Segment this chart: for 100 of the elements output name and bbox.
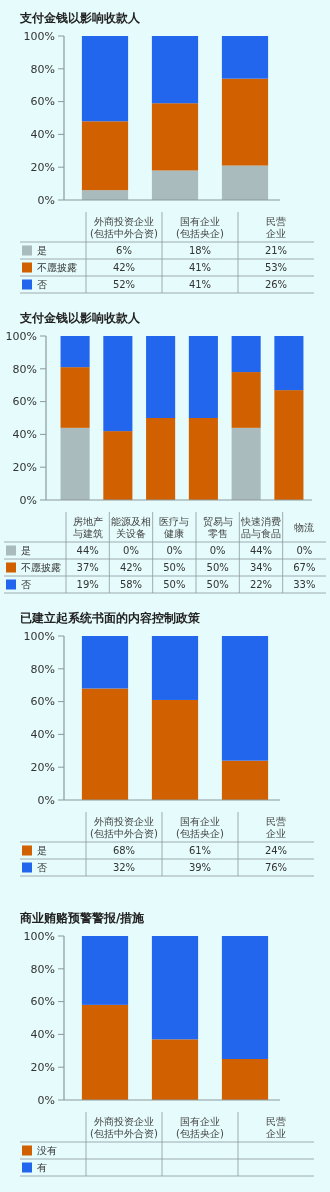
bar (231, 336, 261, 373)
data-label: 34% (249, 562, 273, 573)
bar (188, 418, 218, 500)
bar (221, 36, 269, 79)
bar (221, 760, 269, 800)
bar (151, 636, 199, 700)
data-label: 6% (116, 245, 132, 256)
legend-label: 否 (21, 579, 31, 590)
bar (60, 427, 90, 500)
bar (81, 121, 129, 191)
y-tick-label: 60% (30, 995, 55, 1009)
y-tick-label: 80% (12, 362, 37, 376)
legend-label: 没有 (37, 1145, 57, 1156)
y-tick-label: 100% (23, 29, 55, 43)
bar (146, 418, 176, 500)
data-label: 58% (119, 579, 143, 590)
bar (188, 336, 218, 418)
legend-label: 是 (21, 545, 31, 556)
data-label: 41% (188, 262, 212, 273)
data-label: 50% (206, 579, 229, 590)
bar (221, 78, 269, 166)
bar (60, 367, 90, 428)
bar (151, 1039, 199, 1100)
bar (151, 936, 199, 1040)
data-label: 0% (123, 545, 139, 556)
bar (81, 190, 129, 200)
x-tick-label: 国有企业 (包括央企) (176, 216, 224, 239)
x-tick-label: 民营企业 (266, 216, 286, 239)
bar (274, 336, 304, 391)
y-tick-label: 60% (12, 395, 37, 409)
y-tick-label: 20% (30, 161, 55, 175)
y-tick-label: 80% (30, 62, 55, 76)
y-tick-label: 40% (30, 1028, 55, 1042)
y-tick-label: 100% (23, 929, 55, 943)
bar (221, 936, 269, 1059)
data-label: 24% (264, 845, 288, 856)
legend-label: 否 (37, 279, 47, 290)
bar (151, 699, 199, 800)
x-tick-label: 医疗与健康 (159, 516, 190, 539)
x-tick-label: 外商投资企业 (包括中外合资) (90, 1116, 158, 1139)
data-label: 42% (119, 562, 143, 573)
y-tick-label: 0% (37, 1093, 55, 1107)
legend-label: 不愿披露 (37, 262, 77, 273)
bar (221, 1059, 269, 1100)
data-label: 42% (112, 262, 136, 273)
data-label: 33% (293, 579, 316, 590)
x-tick-label: 物流 (294, 522, 315, 533)
bar (221, 165, 269, 200)
data-label: 22% (249, 579, 273, 590)
chart-title: 支付金钱以影响收款人 (19, 11, 141, 25)
y-tick-label: 20% (30, 1061, 55, 1075)
y-tick-label: 100% (23, 629, 55, 643)
bar (81, 36, 129, 122)
y-tick-label: 80% (30, 662, 55, 676)
data-label: 0% (296, 545, 313, 556)
y-tick-label: 60% (30, 95, 55, 109)
data-label: 18% (188, 245, 212, 256)
x-tick-label: 快速消费品与食品 (240, 516, 281, 539)
data-label: 39% (188, 862, 212, 873)
legend-label: 否 (37, 862, 47, 873)
x-tick-label: 国有企业 (包括央企) (176, 816, 224, 839)
data-label: 52% (112, 279, 136, 290)
bar (103, 336, 133, 432)
x-tick-label: 国有企业 (包括央企) (176, 1116, 224, 1139)
data-label: 19% (76, 579, 99, 590)
data-label: 26% (264, 279, 288, 290)
x-tick-label: 房地产与建筑 (72, 516, 103, 539)
x-tick-label: 外商投资企业 (包括中外合资) (90, 216, 158, 239)
data-label: 41% (188, 279, 212, 290)
y-tick-label: 0% (19, 493, 37, 507)
y-tick-label: 20% (12, 461, 37, 475)
bar (81, 636, 129, 689)
legend-label: 是 (37, 845, 47, 856)
bar (146, 336, 176, 418)
data-label: 0% (209, 545, 226, 556)
legend-label: 不愿披露 (21, 562, 61, 573)
bar (81, 688, 129, 800)
x-tick-label: 外商投资企业 (包括中外合资) (90, 816, 158, 839)
y-tick-label: 100% (5, 329, 37, 343)
bar (151, 36, 199, 104)
data-label: 50% (163, 579, 186, 590)
y-tick-label: 60% (30, 695, 55, 709)
y-tick-label: 40% (30, 128, 55, 142)
y-tick-label: 0% (37, 193, 55, 207)
bar (221, 636, 269, 761)
legend-label: 有 (37, 1162, 47, 1173)
y-tick-label: 80% (30, 962, 55, 976)
data-label: 50% (163, 562, 186, 573)
y-tick-label: 40% (30, 728, 55, 742)
y-tick-label: 20% (30, 761, 55, 775)
x-tick-label: 能源及相关设备 (111, 516, 151, 539)
data-label: 50% (206, 562, 229, 573)
bar (274, 390, 304, 500)
bar (231, 372, 261, 428)
data-label: 67% (293, 562, 316, 573)
bar (81, 936, 129, 1005)
bar (231, 427, 261, 500)
bar (103, 431, 133, 500)
data-label: 53% (264, 262, 288, 273)
data-label: 32% (112, 862, 136, 873)
